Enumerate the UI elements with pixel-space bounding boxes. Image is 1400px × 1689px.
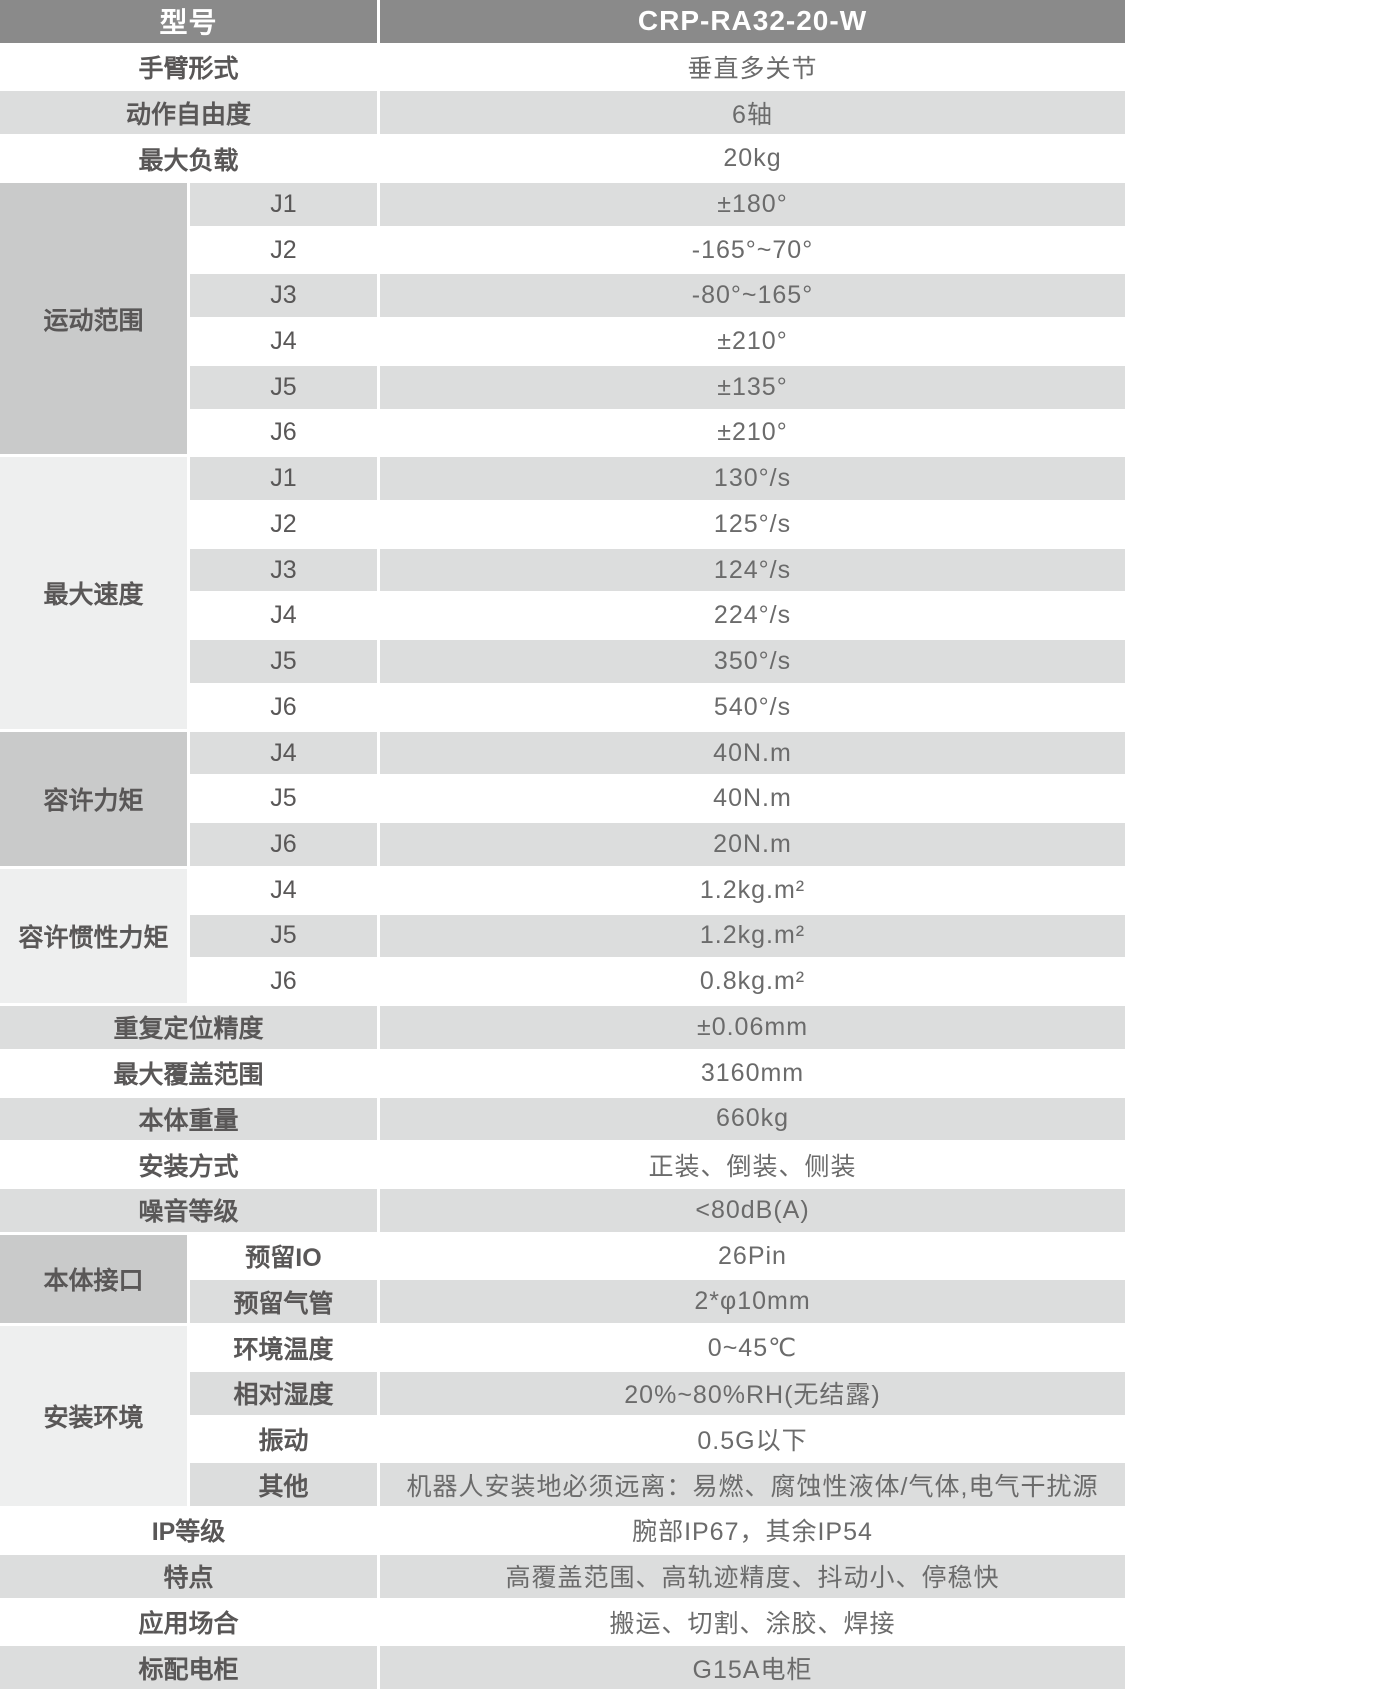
joint-label: J6 — [190, 685, 377, 729]
model-header-label: 型号 — [0, 0, 377, 43]
row-value-applications: 搬运、切割、涂胶、焊接 — [380, 1600, 1125, 1644]
joint-label: J1 — [190, 182, 377, 226]
sub-label-ambient-temp: 环境温度 — [190, 1326, 377, 1369]
joint-label: J5 — [190, 365, 377, 409]
joint-label: J6 — [190, 960, 377, 1004]
joint-value: ±210° — [380, 320, 1125, 363]
sub-value-reserved-io: 26Pin — [380, 1234, 1125, 1278]
joint-value: 1.2kg.m² — [380, 868, 1125, 912]
row-value-mounting: 正装、倒装、侧装 — [380, 1143, 1125, 1186]
row-label-ip-rating: IP等级 — [0, 1509, 377, 1552]
joint-value: ±210° — [380, 411, 1125, 455]
joint-value: 540°/s — [380, 685, 1125, 729]
row-label-noise-level: 噪音等级 — [0, 1188, 377, 1232]
model-header-value: CRP-RA32-20-W — [380, 0, 1125, 43]
joint-label: J4 — [190, 320, 377, 363]
joint-value: 40N.m — [380, 731, 1125, 775]
row-label-standard-cabinet: 标配电柜 — [0, 1646, 377, 1689]
joint-label: J6 — [190, 823, 377, 866]
group-label-body-interface: 本体接口 — [0, 1234, 187, 1324]
row-value-arm-form: 垂直多关节 — [380, 45, 1125, 89]
row-value-max-reach: 3160mm — [380, 1051, 1125, 1095]
row-label-repeatability: 重复定位精度 — [0, 1006, 377, 1049]
joint-value: ±135° — [380, 365, 1125, 409]
row-label-max-reach: 最大覆盖范围 — [0, 1051, 377, 1095]
joint-value: 125°/s — [380, 503, 1125, 546]
sub-label-vibration: 振动 — [190, 1417, 377, 1461]
joint-value: 0.8kg.m² — [380, 960, 1125, 1004]
joint-label: J4 — [190, 731, 377, 775]
row-value-standard-cabinet: G15A电柜 — [380, 1646, 1125, 1689]
sub-label-other: 其他 — [190, 1463, 377, 1507]
sub-label-humidity: 相对湿度 — [190, 1371, 377, 1415]
row-value-ip-rating: 腕部IP67，其余IP54 — [380, 1509, 1125, 1552]
row-value-noise-level: <80dB(A) — [380, 1188, 1125, 1232]
group-label-max-speed: 最大速度 — [0, 457, 187, 729]
sub-value-ambient-temp: 0~45℃ — [380, 1326, 1125, 1369]
joint-label: J5 — [190, 777, 377, 821]
group-label-install-env: 安装环境 — [0, 1326, 187, 1507]
sub-value-humidity: 20%~80%RH(无结露) — [380, 1371, 1125, 1415]
group-label-motion-range: 运动范围 — [0, 182, 187, 455]
joint-label: J1 — [190, 457, 377, 501]
joint-label: J5 — [190, 640, 377, 683]
row-label-features: 特点 — [0, 1554, 377, 1598]
joint-label: J4 — [190, 594, 377, 638]
row-label-body-weight: 本体重量 — [0, 1097, 377, 1141]
group-label-allowable-inertia: 容许惯性力矩 — [0, 868, 187, 1004]
joint-value: 224°/s — [380, 594, 1125, 638]
row-label-applications: 应用场合 — [0, 1600, 377, 1644]
row-value-body-weight: 660kg — [380, 1097, 1125, 1141]
joint-label: J6 — [190, 411, 377, 455]
joint-value: 1.2kg.m² — [380, 914, 1125, 958]
joint-value: 20N.m — [380, 823, 1125, 866]
row-label-dof: 动作自由度 — [0, 91, 377, 135]
sub-label-reserved-air: 预留气管 — [190, 1280, 377, 1324]
sub-value-other: 机器人安装地必须远离：易燃、腐蚀性液体/气体,电气干扰源 — [380, 1463, 1125, 1507]
row-label-mounting: 安装方式 — [0, 1143, 377, 1186]
row-value-max-payload: 20kg — [380, 137, 1125, 180]
joint-value: 40N.m — [380, 777, 1125, 821]
row-value-features: 高覆盖范围、高轨迹精度、抖动小、停稳快 — [380, 1554, 1125, 1598]
joint-label: J3 — [190, 548, 377, 592]
joint-value: 130°/s — [380, 457, 1125, 501]
joint-label: J2 — [190, 503, 377, 546]
joint-value: -80°~165° — [380, 274, 1125, 318]
joint-label: J4 — [190, 868, 377, 912]
row-value-repeatability: ±0.06mm — [380, 1006, 1125, 1049]
joint-value: ±180° — [380, 182, 1125, 226]
row-value-dof: 6轴 — [380, 91, 1125, 135]
joint-label: J3 — [190, 274, 377, 318]
joint-label: J5 — [190, 914, 377, 958]
row-label-arm-form: 手臂形式 — [0, 45, 377, 89]
joint-value: 350°/s — [380, 640, 1125, 683]
joint-label: J2 — [190, 228, 377, 272]
sub-label-reserved-io: 预留IO — [190, 1234, 377, 1278]
sub-value-reserved-air: 2*φ10mm — [380, 1280, 1125, 1324]
spec-table: 型号 CRP-RA32-20-W 手臂形式 垂直多关节 动作自由度 6轴 最大负… — [0, 0, 1125, 1689]
joint-value: -165°~70° — [380, 228, 1125, 272]
row-label-max-payload: 最大负载 — [0, 137, 377, 180]
joint-value: 124°/s — [380, 548, 1125, 592]
sub-value-vibration: 0.5G以下 — [380, 1417, 1125, 1461]
group-label-allowable-torque: 容许力矩 — [0, 731, 187, 866]
